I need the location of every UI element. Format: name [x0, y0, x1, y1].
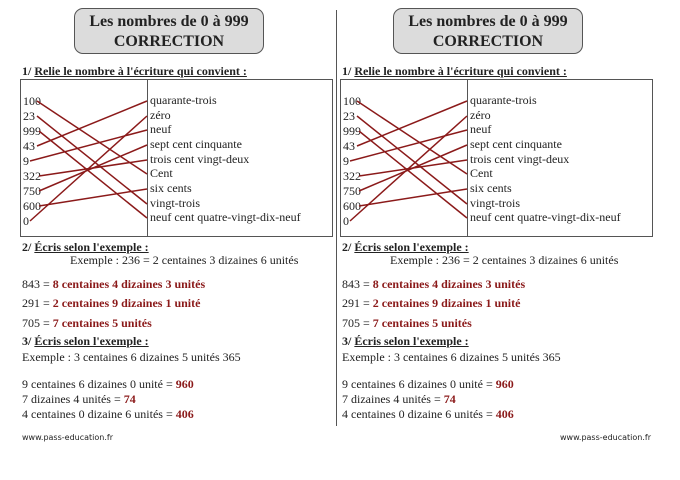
word-item: Cent: [470, 166, 493, 180]
answer-row: 9 centaines 6 dizaines 0 unité = 960: [22, 377, 194, 391]
section3-title: 3/ Écris selon l'exemple :: [342, 334, 469, 348]
number-item: 100: [343, 94, 361, 108]
section2-title: 2/ Écris selon l'exemple :: [22, 240, 149, 254]
section2-example: Exemple : 236 = 2 centaines 3 dizaines 6…: [70, 253, 299, 267]
answer-row: 4 centaines 0 dizaine 6 unités = 406: [342, 407, 514, 421]
answer-row: 705 = 7 centaines 5 unités: [342, 316, 472, 330]
section2-title: 2/ Écris selon l'exemple :: [342, 240, 469, 254]
number-item: 9: [23, 154, 29, 168]
answer-row: 7 dizaines 4 unités = 74: [22, 392, 136, 406]
answer-row: 291 = 2 centaines 9 dizaines 1 unité: [22, 296, 201, 310]
word-item: neuf: [470, 122, 492, 136]
word-item: vingt-trois: [470, 196, 520, 210]
answer-row: 843 = 8 centaines 4 dizaines 3 unités: [22, 277, 206, 291]
number-item: 600: [23, 199, 41, 213]
matching-lines: [349, 100, 468, 222]
matching-divider: [467, 80, 468, 236]
word-item: vingt-trois: [150, 196, 200, 210]
answer-row: 705 = 7 centaines 5 unités: [22, 316, 152, 330]
word-item: sept cent cinquante: [150, 137, 242, 151]
word-item: neuf cent quatre-vingt-dix-neuf: [150, 210, 301, 224]
answer-row: 843 = 8 centaines 4 dizaines 3 unités: [342, 277, 526, 291]
section3-title: 3/ Écris selon l'exemple :: [22, 334, 149, 348]
answer-row: 4 centaines 0 dizaine 6 unités = 406: [22, 407, 194, 421]
title-box: Les nombres de 0 à 999 CORRECTION: [74, 8, 264, 54]
word-item: Cent: [150, 166, 173, 180]
matching-divider: [147, 80, 148, 236]
number-item: 100: [23, 94, 41, 108]
title-line2: CORRECTION: [113, 33, 225, 50]
number-item: 999: [343, 124, 361, 138]
number-item: 43: [343, 139, 355, 153]
title-line1: Les nombres de 0 à 999: [89, 13, 249, 30]
answer-row: 7 dizaines 4 unités = 74: [342, 392, 456, 406]
number-item: 0: [343, 214, 349, 228]
matching-box: 100 23 999 43 9 322 750 600 0 quarante-t…: [340, 79, 653, 237]
word-item: six cents: [470, 181, 512, 195]
word-item: quarante-trois: [150, 93, 217, 107]
matching-box: 100 23 999 43 9 322 750 600 0 quarante-t…: [20, 79, 333, 237]
number-item: 999: [23, 124, 41, 138]
number-item: 322: [343, 169, 361, 183]
number-item: 750: [23, 184, 41, 198]
matching-lines: [29, 100, 148, 222]
title-line2: CORRECTION: [432, 33, 544, 50]
word-item: trois cent vingt-deux: [470, 152, 570, 166]
page-divider: [336, 10, 337, 426]
word-item: neuf: [150, 122, 172, 136]
number-item: 0: [23, 214, 29, 228]
word-item: zéro: [150, 108, 171, 122]
word-item: zéro: [470, 108, 491, 122]
title-line1: Les nombres de 0 à 999: [408, 13, 568, 30]
worksheet-left: Les nombres de 0 à 999 CORRECTION 1/ Rel…: [20, 8, 333, 442]
number-item: 600: [343, 199, 361, 213]
section1-title: 1/ Relie le nombre à l'écriture qui conv…: [342, 64, 567, 78]
footer-url: www.pass-education.fr: [560, 433, 651, 442]
word-item: trois cent vingt-deux: [150, 152, 250, 166]
section3-example: Exemple : 3 centaines 6 dizaines 5 unité…: [22, 350, 241, 364]
number-item: 750: [343, 184, 361, 198]
footer-url: www.pass-education.fr: [22, 433, 113, 442]
section3-example: Exemple : 3 centaines 6 dizaines 5 unité…: [342, 350, 561, 364]
worksheet-right: Les nombres de 0 à 999 CORRECTION 1/ Rel…: [320, 0, 660, 480]
number-item: 23: [23, 109, 35, 123]
answer-row: 9 centaines 6 dizaines 0 unité = 960: [342, 377, 514, 391]
section2-example: Exemple : 236 = 2 centaines 3 dizaines 6…: [390, 253, 619, 267]
word-item: quarante-trois: [470, 93, 537, 107]
number-item: 23: [343, 109, 355, 123]
number-item: 43: [23, 139, 35, 153]
word-item: neuf cent quatre-vingt-dix-neuf: [470, 210, 621, 224]
word-item: sept cent cinquante: [470, 137, 562, 151]
word-item: six cents: [150, 181, 192, 195]
number-item: 9: [343, 154, 349, 168]
number-item: 322: [23, 169, 41, 183]
answer-row: 291 = 2 centaines 9 dizaines 1 unité: [342, 296, 521, 310]
title-box: Les nombres de 0 à 999 CORRECTION: [393, 8, 583, 54]
section1-title: 1/ Relie le nombre à l'écriture qui conv…: [22, 64, 247, 78]
